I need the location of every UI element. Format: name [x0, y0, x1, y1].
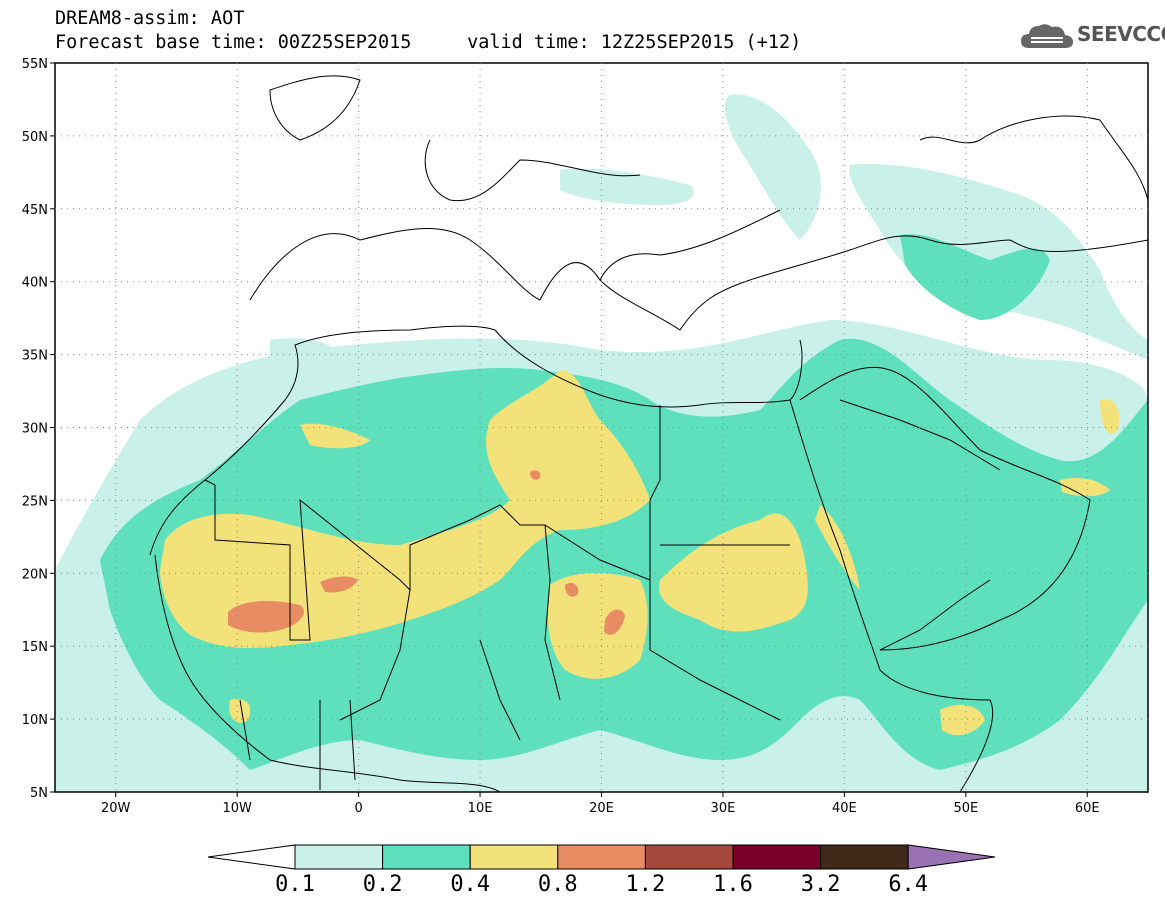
- borders: [204, 399, 1001, 790]
- lat-tick-label: 25N: [22, 494, 48, 509]
- lon-tick-label: 10E: [468, 801, 493, 816]
- lon-tick-label: 40E: [832, 801, 857, 816]
- lat-tick-label: 50N: [22, 130, 48, 145]
- lon-tick-label: 10W: [222, 801, 252, 816]
- lon-tick-label: 60E: [1075, 801, 1100, 816]
- aot-field-0.8-1.2: [228, 470, 625, 635]
- logo: SEEVCCC: [1019, 18, 1165, 58]
- longitude-ticks: 20W 10W 0 10E 20E 30E 40E 50E 60E: [101, 792, 1100, 816]
- lat-tick-label: 55N: [22, 57, 48, 72]
- lon-tick-label: 20W: [101, 801, 131, 816]
- lat-tick-label: 35N: [22, 349, 48, 364]
- aot-field-0.2-0.4: [100, 234, 1148, 770]
- lon-tick-label: 50E: [953, 801, 978, 816]
- lat-tick-label: 40N: [22, 276, 48, 291]
- lat-tick-label: 30N: [22, 422, 48, 437]
- lat-tick-label: 45N: [22, 203, 48, 218]
- forecast-times: Forecast base time: 00Z25SEP2015 valid t…: [55, 32, 802, 53]
- cloud-icon: [1021, 24, 1073, 48]
- aot-field-0.4-0.8: [160, 370, 1120, 736]
- lat-tick-label: 20N: [22, 567, 48, 582]
- latitude-ticks: 55N 50N 45N 40N 35N 30N 25N 20N 15N 10N 5N: [22, 57, 55, 801]
- lat-tick-label: 5N: [30, 786, 48, 801]
- map-title: DREAM8-assim: AOT: [55, 8, 245, 29]
- lat-tick-label: 10N: [22, 713, 48, 728]
- graticule: [55, 63, 1148, 792]
- coastlines: [149, 75, 1148, 792]
- lon-tick-label: 0: [354, 801, 362, 816]
- lon-tick-label: 30E: [711, 801, 736, 816]
- lat-tick-label: 15N: [22, 640, 48, 655]
- logo-text: SEEVCCC: [1077, 22, 1165, 46]
- lon-tick-label: 20E: [589, 801, 614, 816]
